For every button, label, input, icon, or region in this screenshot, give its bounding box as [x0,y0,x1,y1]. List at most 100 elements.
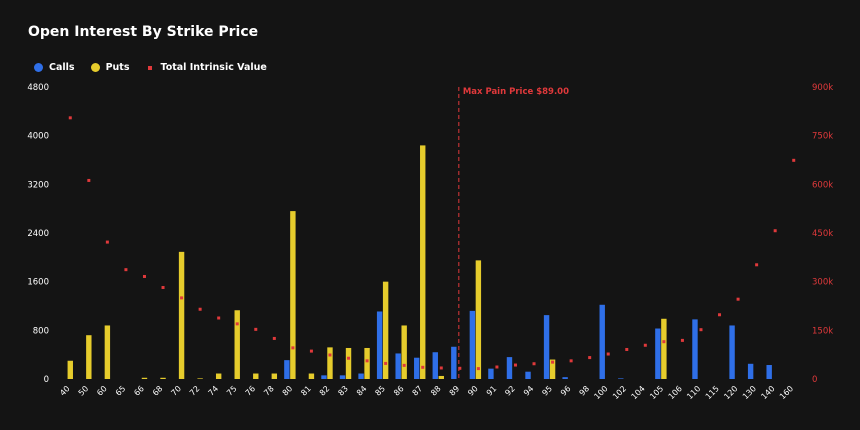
intrinsic-point [513,363,517,367]
x-tick-label: 96 [559,384,573,398]
x-tick-label: 105 [648,384,665,401]
puts-bar [178,251,185,379]
x-tick-label: 82 [318,384,332,398]
intrinsic-point [551,360,555,364]
x-tick-label: 102 [611,384,628,401]
x-tick-label: 95 [540,384,554,398]
calls-bar [488,368,494,379]
x-tick-label: 76 [244,384,258,398]
calls-bar [655,328,661,379]
puts-bar [67,360,73,379]
intrinsic-point [235,322,239,326]
intrinsic-point [217,316,221,320]
calls-bar [525,371,531,379]
calls-bar [618,378,624,379]
intrinsic-point [662,340,666,344]
y-left-tick-label: 4000 [27,132,49,142]
legend-item-puts[interactable]: Puts [90,62,129,73]
x-tick-label: 115 [704,384,721,401]
intrinsic-point [718,313,722,317]
puts-bar [271,373,278,379]
x-tick-label: 85 [373,384,387,398]
x-tick-label: 70 [169,384,183,398]
x-tick-label: 88 [429,384,443,398]
intrinsic-point [755,263,759,267]
intrinsic-point [402,363,406,367]
intrinsic-point [347,356,351,360]
y-right-tick-label: 900k [812,83,833,93]
x-tick-label: 50 [77,384,91,398]
intrinsic-point [532,362,536,366]
calls-bar [469,310,476,379]
calls-bar [358,373,364,379]
intrinsic-point [476,367,480,371]
x-tick-label: 72 [188,384,202,398]
calls-bar [562,377,568,379]
puts-bar [549,359,556,379]
intrinsic-point [124,268,128,272]
y-right-tick-label: 450k [812,229,833,239]
x-tick-label: 130 [741,384,758,401]
x-tick-label: 40 [58,384,72,398]
calls-bar [599,304,605,379]
chart-title: Open Interest By Strike Price [28,24,259,40]
legend-item-calls[interactable]: Calls [34,62,75,73]
intrinsic-point [161,286,165,290]
puts-bar [253,373,259,379]
x-tick-label: 87 [411,384,425,398]
intrinsic-point [495,365,499,369]
intrinsic-swatch-icon [148,65,153,70]
chart-marks: 0 800 1600 2400 3200 4000 4800 0 150k 300k 450k 600… [27,83,833,401]
x-tick-label: 66 [132,384,146,398]
x-tick-label: 106 [667,384,684,401]
intrinsic-point [180,296,184,300]
puts-bar [86,335,92,379]
puts-bar [438,375,444,379]
calls-bar [747,363,754,379]
x-tick-label: 120 [722,384,739,401]
x-tick-label: 81 [299,384,313,398]
intrinsic-point [142,274,146,278]
intrinsic-point [309,349,313,353]
legend-item-intrinsic[interactable]: Total Intrinsic Value [145,62,267,73]
x-tick-label: 60 [95,384,109,398]
y-left-tick-label: 3200 [27,180,49,190]
puts-bar [215,373,222,379]
puts-bar [382,281,389,379]
x-tick-label: 160 [778,384,795,401]
intrinsic-point [773,229,777,233]
puts-bar [197,378,203,379]
x-tick-label: 80 [281,384,295,398]
puts-bar [661,318,667,379]
puts-bar [308,373,315,379]
intrinsic-point [643,343,647,347]
x-tick-label: 100 [592,384,609,401]
y-right-tick-label: 0 [812,375,817,385]
intrinsic-point [680,338,684,342]
puts-bar [364,347,370,379]
calls-bar [339,375,346,379]
calls-bar [692,319,698,379]
x-tick-label: 74 [207,384,221,398]
y-left-tick-label: 800 [33,326,49,336]
x-tick-label: 104 [630,384,647,401]
calls-bar [376,311,383,379]
intrinsic-point [588,356,592,360]
puts-bar [141,377,148,379]
puts-bar [160,377,166,379]
puts-swatch-icon [90,63,100,72]
calls-bar [432,352,438,379]
legend: Calls Puts Total Intrinsic Value [34,62,283,73]
intrinsic-point [87,178,91,182]
puts-bar [475,260,482,379]
x-tick-label: 84 [355,384,369,398]
puts-bar [401,325,407,379]
intrinsic-point [699,328,703,332]
calls-bar [414,357,420,379]
intrinsic-point [569,359,573,363]
x-tick-label: 98 [578,384,592,398]
x-tick-label: 75 [225,384,239,398]
intrinsic-point [458,366,462,370]
puts-bar [290,211,296,379]
